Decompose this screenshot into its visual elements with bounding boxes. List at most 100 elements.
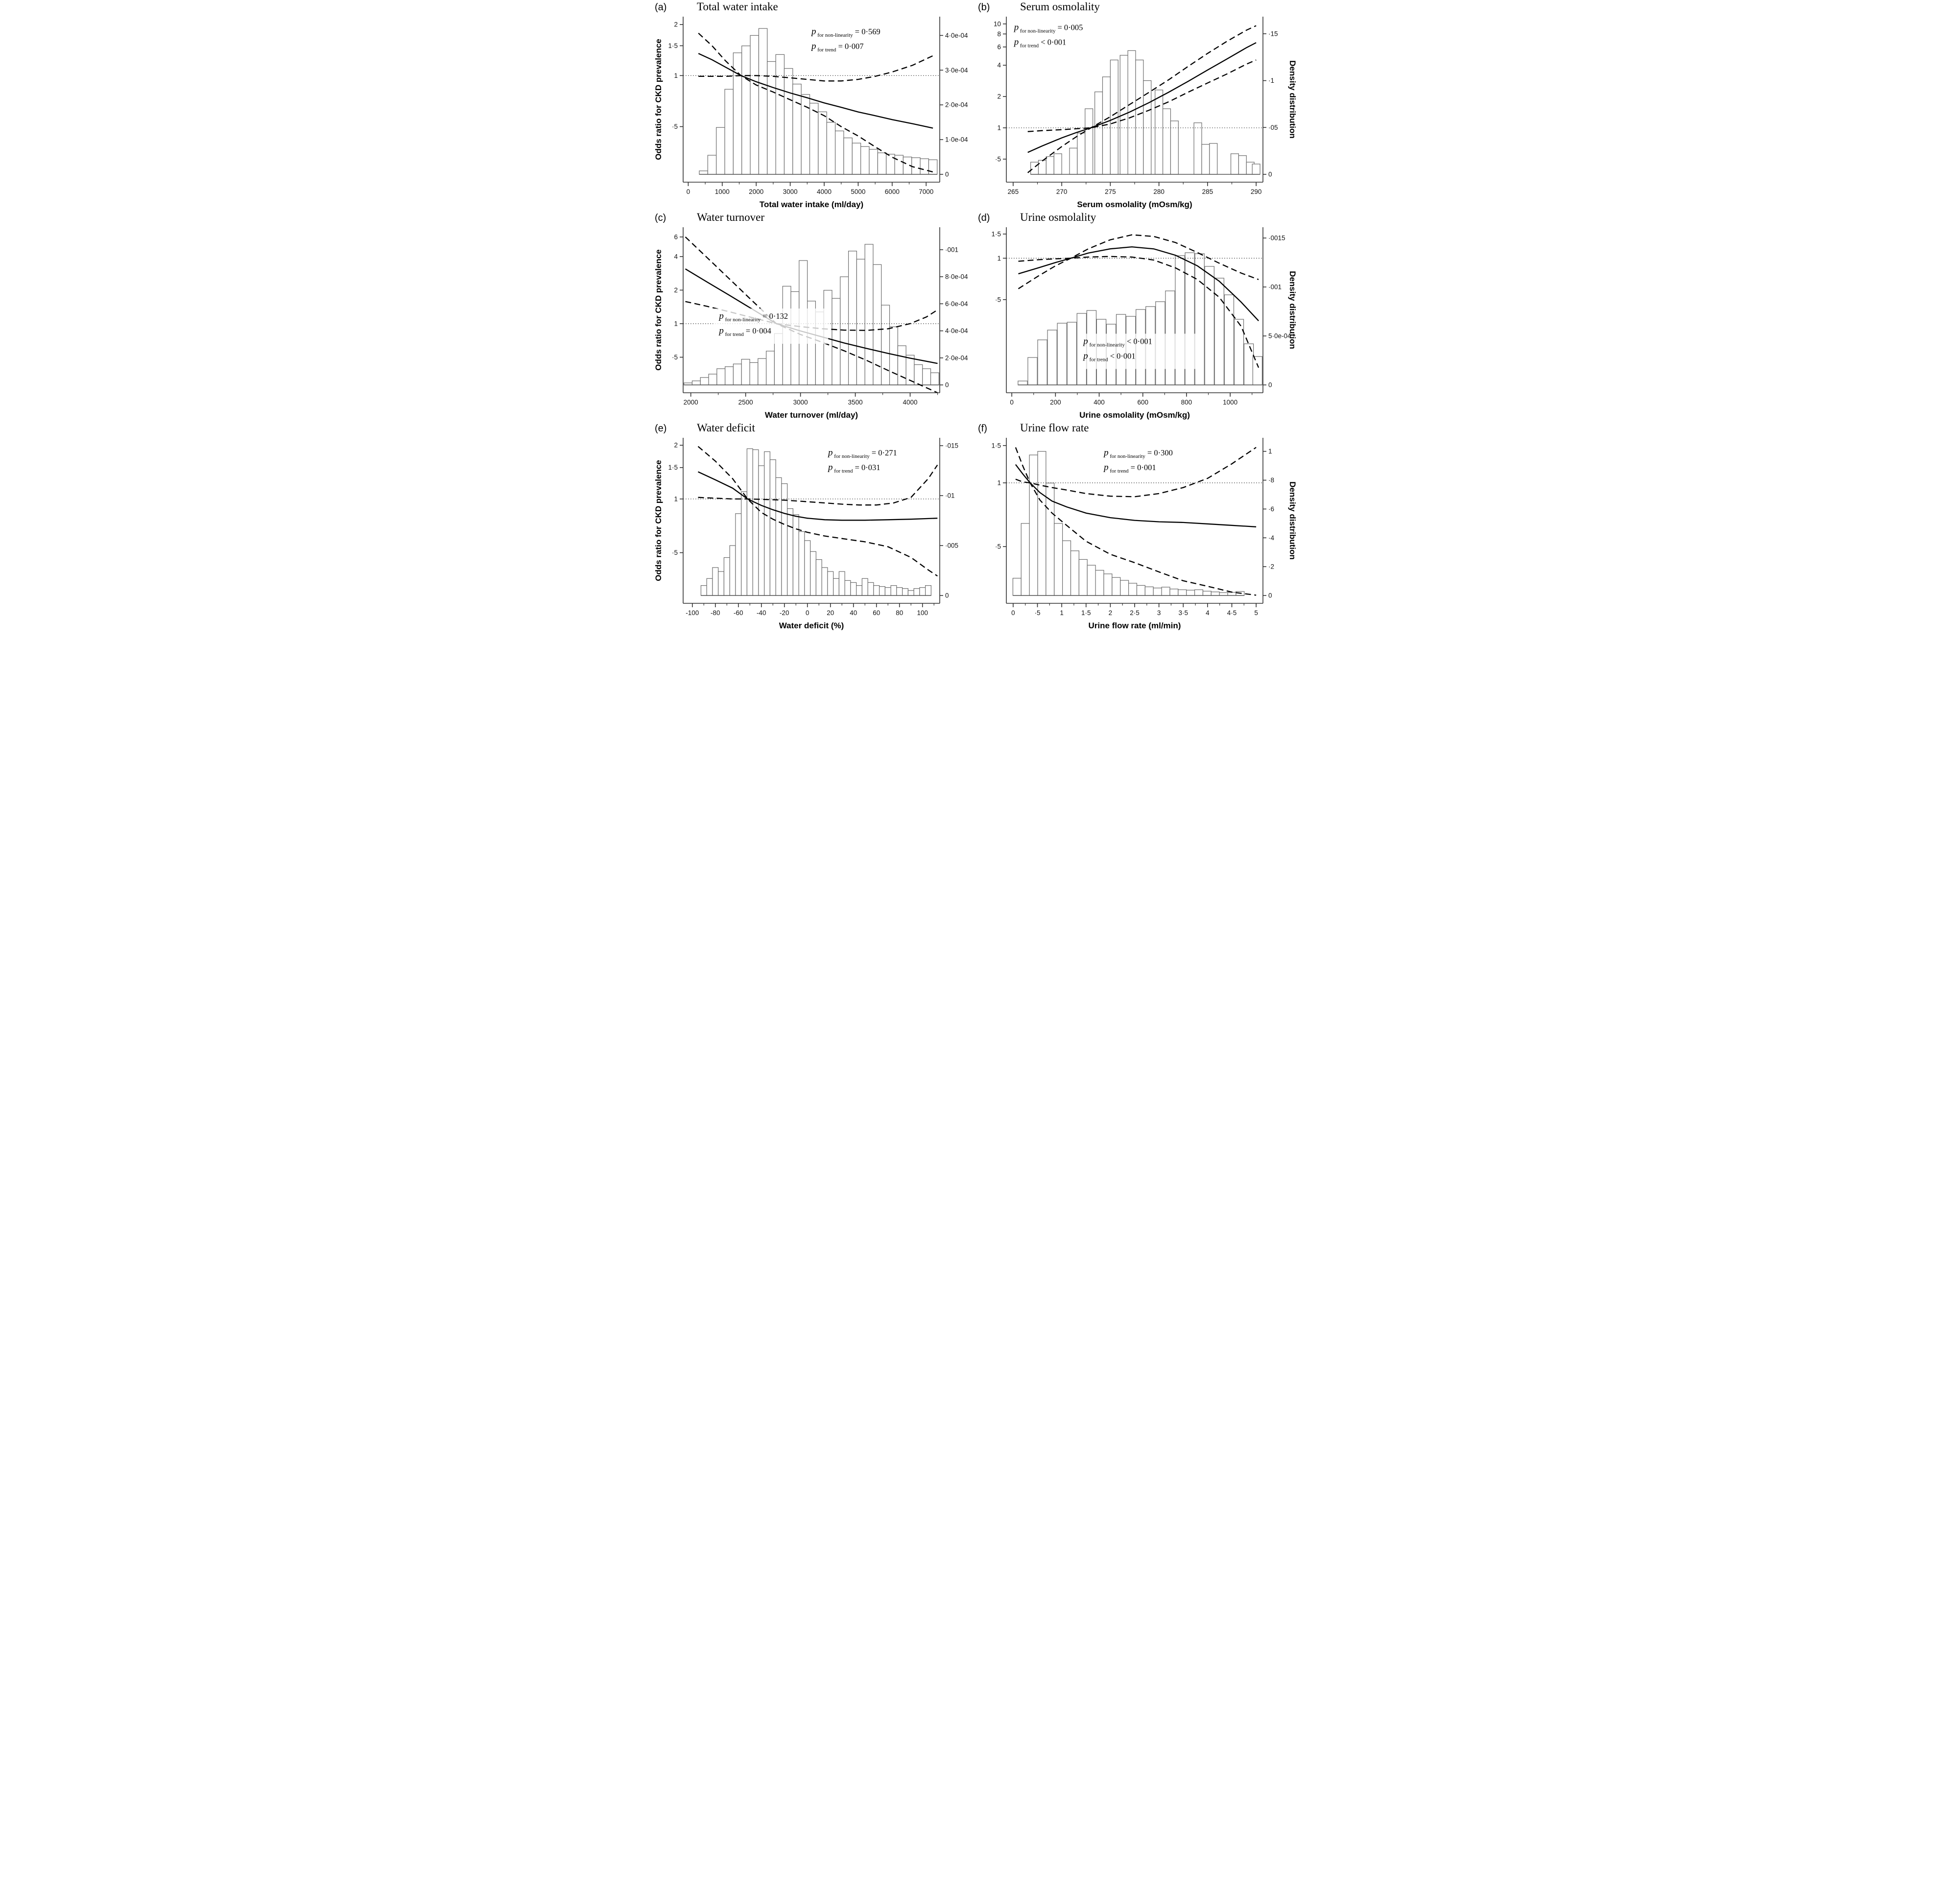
- panel-d-urine-osmolality: (d) Urine osmolality Density distributio…: [975, 211, 1298, 421]
- svg-text:2000: 2000: [749, 188, 763, 195]
- svg-text:3000: 3000: [783, 188, 798, 195]
- svg-text:-80: -80: [711, 609, 720, 617]
- panel-b-serum-osmolality: (b) Serum osmolality Density distributio…: [975, 0, 1298, 211]
- svg-text:·5: ·5: [672, 354, 678, 361]
- svg-text:·005: ·005: [945, 542, 958, 549]
- svg-text:3000: 3000: [793, 399, 808, 406]
- svg-text:p for non-linearity = 0·569: p for non-linearity = 0·569: [810, 26, 880, 38]
- x-axis-label: Total water intake (ml/day): [759, 200, 864, 209]
- svg-text:1: 1: [1060, 609, 1064, 617]
- svg-text:p for trend = 0·004: p for trend = 0·004: [718, 326, 771, 337]
- figure-ckd-odds-ratio-panels: (a) Total water intake Odds ratio for CK…: [652, 0, 1298, 632]
- svg-text:6000: 6000: [885, 188, 900, 195]
- svg-text:2: 2: [674, 286, 678, 294]
- svg-text:4000: 4000: [817, 188, 832, 195]
- plot-area-serum-osmolality: 265 270 275 280 285 290 10 8 6 4 2 1 ·5 ·15 ·1 ·05 0 p fo…: [994, 17, 1278, 195]
- svg-text:·6: ·6: [1268, 505, 1274, 513]
- svg-text:40: 40: [850, 609, 857, 617]
- panel-title: Water turnover: [697, 211, 764, 223]
- svg-text:20: 20: [827, 609, 834, 617]
- svg-text:0: 0: [1268, 381, 1272, 389]
- svg-text:1·0e-04: 1·0e-04: [945, 136, 968, 143]
- svg-text:2: 2: [997, 93, 1001, 100]
- svg-text:p for trend = 0·031: p for trend = 0·031: [827, 462, 880, 474]
- plot-area-urine-osmolality: 0 200 400 600 800 10001·51·5·0015·0015·0e-040…: [991, 227, 1291, 406]
- x-axis-label: Urine osmolality (mOsm/kg): [1079, 410, 1190, 420]
- svg-text:80: 80: [896, 609, 903, 617]
- svg-text:4·0e-04: 4·0e-04: [945, 32, 968, 39]
- svg-text:0: 0: [1010, 399, 1014, 406]
- svg-text:1000: 1000: [715, 188, 730, 195]
- svg-text:60: 60: [873, 609, 880, 617]
- svg-text:p for non-linearity = 0·271: p for non-linearity = 0·271: [827, 448, 897, 459]
- panel-letter: (c): [655, 213, 666, 223]
- svg-text:p for trend < 0·001: p for trend < 0·001: [1082, 351, 1136, 362]
- svg-text:·15: ·15: [1268, 30, 1278, 37]
- panel-title: Urine osmolality: [1020, 211, 1096, 223]
- panel-letter: (e): [655, 423, 667, 434]
- svg-text:0: 0: [1268, 592, 1272, 599]
- svg-text:800: 800: [1181, 399, 1192, 406]
- svg-text:1·5: 1·5: [668, 42, 678, 49]
- svg-text:285: 285: [1202, 188, 1213, 195]
- svg-text:·4: ·4: [1268, 534, 1274, 542]
- svg-text:4: 4: [997, 62, 1001, 69]
- x-axis-label: Water turnover (ml/day): [764, 410, 858, 420]
- svg-text:·1: ·1: [1268, 77, 1274, 84]
- svg-text:p for trend = 0·007: p for trend = 0·007: [810, 41, 864, 53]
- svg-text:-60: -60: [734, 609, 743, 617]
- svg-text:0: 0: [806, 609, 809, 617]
- svg-text:1: 1: [674, 72, 678, 79]
- plot-area-urine-flow-rate: 0·5 1 1·5 2 2·5 3 3·5 4 4·5 51·51·51·8·6·4·20p fo…: [991, 438, 1274, 617]
- x-axis-label: Serum osmolality (mOsm/kg): [1077, 200, 1192, 209]
- svg-text:·01: ·01: [945, 492, 955, 500]
- panel-c-water-turnover: (c) Water turnover Odds ratio for CKD pr…: [652, 211, 975, 421]
- svg-text:2: 2: [1109, 609, 1113, 617]
- svg-text:2: 2: [674, 21, 678, 28]
- svg-text:2·0e-04: 2·0e-04: [945, 101, 968, 109]
- svg-text:·5: ·5: [995, 155, 1001, 163]
- svg-text:4000: 4000: [903, 399, 918, 406]
- x-axis-label: Urine flow rate (ml/min): [1088, 621, 1181, 630]
- svg-text:8: 8: [997, 30, 1001, 38]
- panel-letter: (b): [978, 2, 990, 13]
- svg-text:4: 4: [1206, 609, 1210, 617]
- svg-text:1: 1: [674, 320, 678, 327]
- svg-text:3·5: 3·5: [1178, 609, 1188, 617]
- svg-text:0: 0: [945, 381, 949, 389]
- svg-text:p for non-linearity = 0·132: p for non-linearity = 0·132: [718, 311, 788, 323]
- svg-text:·015: ·015: [945, 442, 958, 450]
- svg-text:·5: ·5: [672, 123, 678, 130]
- svg-text:2: 2: [674, 442, 678, 449]
- svg-text:275: 275: [1105, 188, 1116, 195]
- svg-text:·001: ·001: [1268, 284, 1282, 291]
- svg-text:8·0e-04: 8·0e-04: [945, 273, 968, 281]
- svg-text:600: 600: [1137, 399, 1148, 406]
- svg-text:4: 4: [674, 253, 678, 260]
- svg-text:·5: ·5: [672, 549, 678, 556]
- svg-text:1: 1: [997, 479, 1001, 486]
- panel-title: Total water intake: [697, 0, 778, 13]
- svg-text:·05: ·05: [1268, 124, 1278, 131]
- panel-title: Water deficit: [697, 422, 755, 434]
- panel-e-water-deficit: (e) Water deficit Odds ratio for CKD pre…: [652, 421, 975, 632]
- svg-text:3500: 3500: [848, 399, 863, 406]
- svg-text:400: 400: [1094, 399, 1105, 406]
- panel-title: Serum osmolality: [1020, 0, 1100, 13]
- svg-text:·5: ·5: [995, 543, 1001, 550]
- svg-text:·001: ·001: [945, 246, 958, 253]
- svg-text:2·5: 2·5: [1130, 609, 1140, 617]
- svg-text:280: 280: [1153, 188, 1165, 195]
- svg-text:-20: -20: [780, 609, 789, 617]
- svg-text:270: 270: [1056, 188, 1068, 195]
- svg-text:-40: -40: [757, 609, 766, 617]
- svg-text:10: 10: [994, 20, 1001, 27]
- svg-text:4·5: 4·5: [1227, 609, 1237, 617]
- svg-text:100: 100: [917, 609, 928, 617]
- svg-text:·5: ·5: [995, 296, 1001, 303]
- svg-text:-100: -100: [686, 609, 699, 617]
- panel-letter: (f): [978, 423, 987, 434]
- svg-text:1: 1: [1268, 448, 1272, 455]
- svg-text:1·5: 1·5: [668, 464, 678, 471]
- svg-text:0: 0: [945, 171, 949, 178]
